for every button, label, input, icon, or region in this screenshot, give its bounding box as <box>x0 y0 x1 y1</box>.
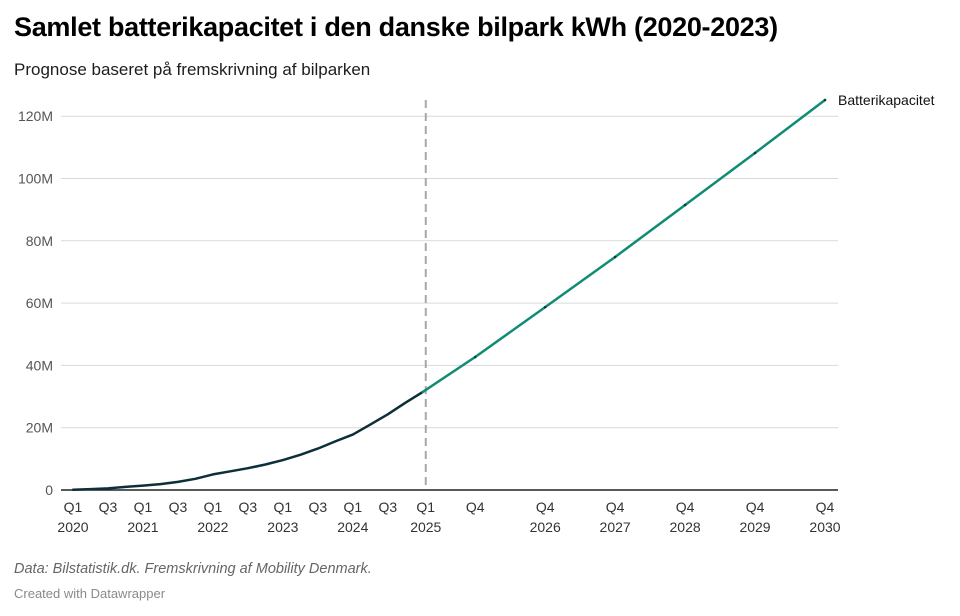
x-tick-year: 2021 <box>127 519 158 535</box>
x-tick-year: 2030 <box>809 519 840 535</box>
x-tick-year: 2020 <box>57 519 88 535</box>
y-tick-label: 0 <box>45 482 53 498</box>
x-tick-quarter: Q4 <box>466 499 485 515</box>
data-point <box>613 255 617 259</box>
x-tick-quarter: Q1 <box>416 499 435 515</box>
x-tick-quarter: Q4 <box>816 499 835 515</box>
x-tick-quarter: Q4 <box>676 499 695 515</box>
chart-title: Samlet batterikapacitet i den danske bil… <box>14 12 778 42</box>
x-tick-year: 2025 <box>410 519 441 535</box>
x-tick-year: 2022 <box>197 519 228 535</box>
series-label-batterikapacitet: Batterikapacitet <box>838 92 935 108</box>
x-tick-quarter: Q1 <box>204 499 223 515</box>
y-tick-label: 60M <box>26 295 53 311</box>
chart-subtitle: Prognose baseret på fremskrivning af bil… <box>14 60 371 79</box>
series <box>71 98 827 491</box>
data-point <box>543 305 547 309</box>
y-tick-label: 100M <box>18 171 53 187</box>
x-tick-year: 2029 <box>739 519 770 535</box>
y-tick-label: 120M <box>18 108 53 124</box>
source-note: Data: Bilstatistik.dk. Fremskrivning af … <box>14 561 372 577</box>
gridlines <box>61 115 838 429</box>
y-axis: 0 20M 40M 60M 80M 100M 120M <box>18 108 53 498</box>
y-tick-label: 40M <box>26 357 53 373</box>
x-tick-year: 2026 <box>530 519 561 535</box>
x-tick-quarter: Q3 <box>99 499 118 515</box>
x-tick-quarter: Q1 <box>134 499 153 515</box>
x-tick-quarter: Q4 <box>606 499 625 515</box>
y-tick-label: 80M <box>26 233 53 249</box>
data-point <box>473 355 477 359</box>
y-tick-label: 20M <box>26 420 53 436</box>
data-point <box>753 151 757 155</box>
x-axis: Q1 2020 Q3 Q1 2021 Q3 Q1 2022 Q3 Q1 2023 Q3 Q1 2024 Q3… <box>57 489 841 535</box>
x-tick-quarter: Q3 <box>169 499 188 515</box>
x-tick-year: 2028 <box>670 519 701 535</box>
x-tick-year: 2024 <box>337 519 368 535</box>
x-tick-quarter: Q1 <box>64 499 83 515</box>
credit-link[interactable]: Created with Datawrapper <box>14 586 166 601</box>
data-point <box>683 203 687 207</box>
data-point <box>823 98 827 102</box>
x-tick-quarter: Q3 <box>378 499 397 515</box>
x-tick-quarter: Q3 <box>239 499 258 515</box>
x-tick-year: 2027 <box>600 519 631 535</box>
x-tick-quarter: Q3 <box>308 499 327 515</box>
x-tick-quarter: Q1 <box>274 499 293 515</box>
x-tick-quarter: Q4 <box>746 499 765 515</box>
x-tick-year: 2023 <box>267 519 298 535</box>
series-line-historic <box>71 390 425 491</box>
series-labels: Batterikapacitet <box>838 92 935 108</box>
series-line-forecast <box>421 98 827 394</box>
x-tick-quarter: Q1 <box>343 499 362 515</box>
x-tick-quarter: Q4 <box>536 499 555 515</box>
